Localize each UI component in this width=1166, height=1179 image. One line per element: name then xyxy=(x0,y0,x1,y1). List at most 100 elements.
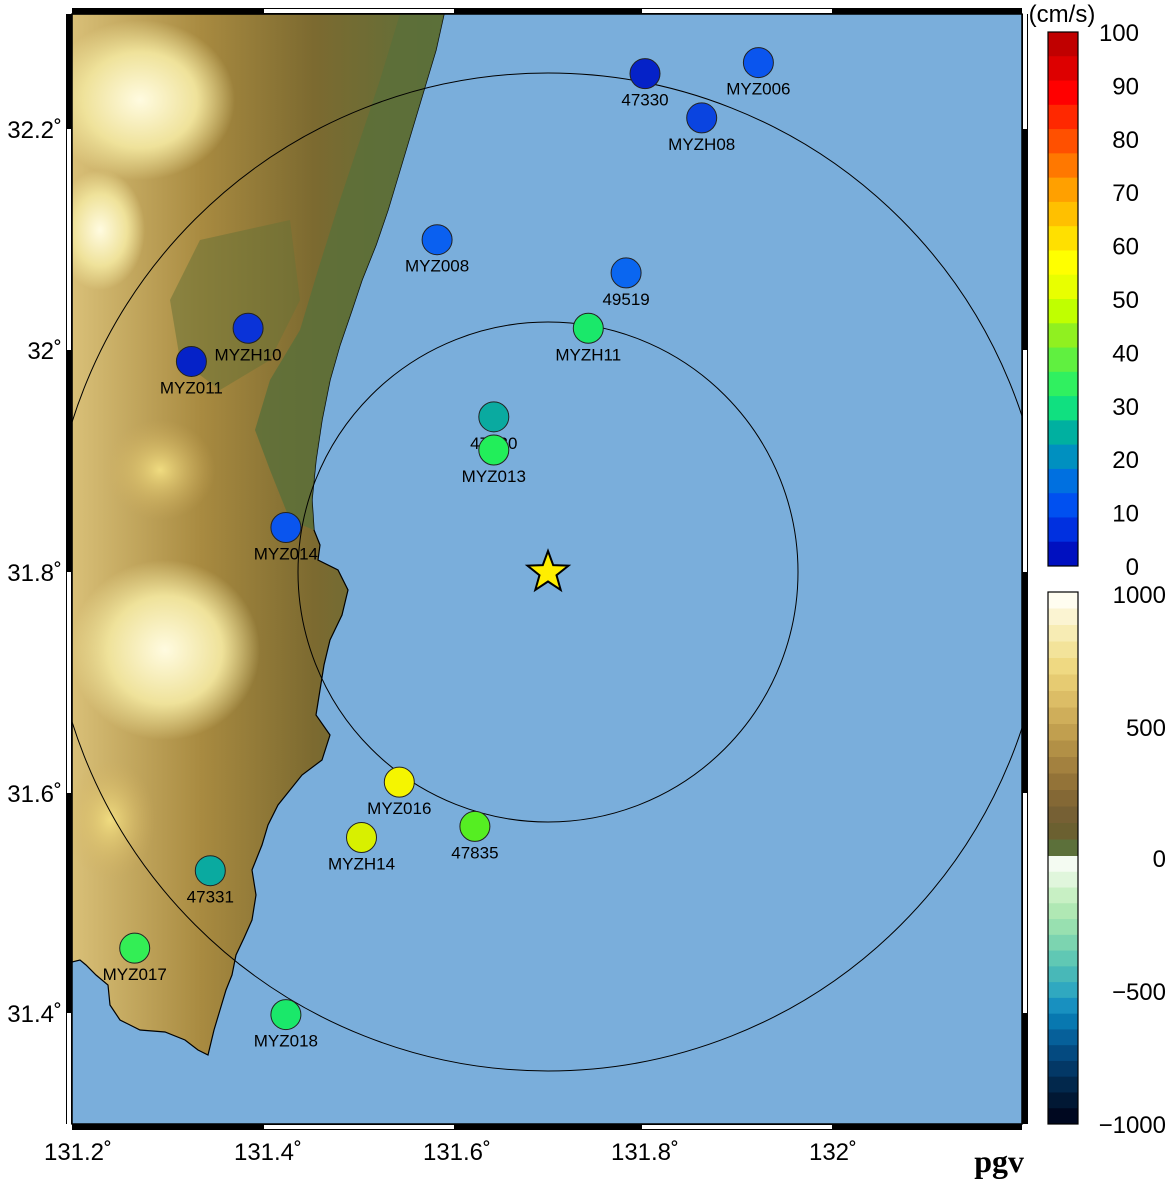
pgv-colorbar-segment xyxy=(1048,274,1078,300)
station-label: MYZ011 xyxy=(160,378,223,397)
pgv-scale-label: 70 xyxy=(1112,180,1139,207)
pgv-colorbar-segment xyxy=(1048,493,1078,518)
station-label: MYZH10 xyxy=(215,345,282,364)
bathymetry-colorbar-segment xyxy=(1048,1013,1078,1030)
pgv-colorbar-segment xyxy=(1048,420,1078,446)
pgv-colorbar-segment xyxy=(1048,153,1078,179)
pgv-scale-label: 30 xyxy=(1112,394,1139,421)
highland-southwest xyxy=(72,760,155,880)
lon-tick-label: 131.2˚ xyxy=(44,1139,112,1166)
elevation-colorbar-segment xyxy=(1048,625,1078,642)
station-marker xyxy=(478,401,510,433)
station-marker xyxy=(119,932,151,964)
station-marker xyxy=(421,224,453,256)
pgv-colorbar-segment xyxy=(1048,468,1078,494)
pgv-colorbar-segment xyxy=(1048,517,1078,543)
elevation-colorbar-segment xyxy=(1048,707,1078,725)
station-label: MYZ016 xyxy=(367,799,431,818)
star-icon xyxy=(524,548,572,593)
station-label: MYZ018 xyxy=(254,1032,318,1051)
bathymetry-colorbar-segment xyxy=(1048,950,1078,967)
elevation-colorbar-segment xyxy=(1048,674,1078,692)
elevation-colorbar-segment xyxy=(1048,757,1078,774)
pgv-colorbar-segment xyxy=(1048,226,1078,251)
lon-tick-label: 131.4˚ xyxy=(234,1139,302,1166)
station-marker xyxy=(175,345,207,377)
pgv-scale-label: 0 xyxy=(1126,554,1139,581)
pgv-colorbar-segment xyxy=(1048,299,1078,324)
station-marker xyxy=(346,821,377,853)
station-label: MYZ006 xyxy=(726,80,790,99)
elevation-colorbar-segment xyxy=(1048,823,1078,840)
elevation-colorbar-segment xyxy=(1048,592,1078,609)
quantity-label: pgv xyxy=(974,1143,1024,1179)
station-label: MYZ013 xyxy=(462,467,526,486)
station-marker xyxy=(572,312,604,344)
frame-border-right xyxy=(1022,14,1028,1124)
station-label: MYZ008 xyxy=(405,257,469,276)
elev-label: 500 xyxy=(1126,715,1166,742)
bathymetry-colorbar-segment xyxy=(1048,1076,1078,1093)
pgv-scale-label: 40 xyxy=(1112,340,1139,367)
pgv-colorbar-segment xyxy=(1048,444,1078,470)
pgv-colorbar-segment xyxy=(1048,250,1078,276)
distance-circle-inner xyxy=(297,321,799,823)
bathymetry-colorbar-segment xyxy=(1048,1045,1078,1062)
pgv-scale-label: 90 xyxy=(1112,73,1139,100)
elevation-colorbar-segment xyxy=(1048,641,1078,659)
distance-circle-outer xyxy=(72,72,1022,1072)
pgv-colorbar-segment xyxy=(1048,396,1078,421)
bathymetry-colorbar-segment xyxy=(1048,982,1078,999)
coastal-plain xyxy=(255,14,444,530)
longitude-axis: 131.2˚ 131.4˚ 131.6˚ 131.8˚ 132˚ xyxy=(44,1139,857,1166)
station-marker xyxy=(610,257,642,289)
lon-tick-label: 131.6˚ xyxy=(423,1139,491,1166)
pgv-colorbar-segment xyxy=(1048,129,1078,154)
elevation-colorbar-segment xyxy=(1048,608,1078,626)
bathymetry-colorbar-segment xyxy=(1048,1029,1078,1046)
elevation-colorbar-segment xyxy=(1048,773,1078,791)
pgv-colorbar-segment xyxy=(1048,323,1078,349)
stations-layer: 47330 MYZ006 MYZH08 MYZ008 49519 MYZH11 MYZH10… xyxy=(103,47,791,1051)
station-label: MYZ014 xyxy=(254,545,318,564)
pgv-unit-label: (cm/s) xyxy=(1029,1,1096,28)
lon-tick-label: 132˚ xyxy=(809,1139,857,1166)
lat-tick-label: 31.8˚ xyxy=(7,560,62,587)
highland-west xyxy=(72,170,145,290)
station-marker xyxy=(194,855,226,887)
bathymetry-colorbar-segment xyxy=(1048,903,1078,920)
station-marker xyxy=(742,47,774,79)
lat-tick-label: 31.6˚ xyxy=(7,781,62,808)
lon-tick-label: 131.8˚ xyxy=(611,1139,679,1166)
elev-label: 1000 xyxy=(1113,582,1166,609)
bathymetry-colorbar-segment xyxy=(1048,919,1078,936)
lowland-interior xyxy=(170,220,300,390)
bathymetry-colorbar-segment xyxy=(1048,1092,1078,1109)
pgv-scale-label: 60 xyxy=(1112,234,1139,261)
station-label: MYZ017 xyxy=(103,965,167,984)
elevation-colorbar-segment xyxy=(1048,691,1078,708)
pgv-colorbar-segment xyxy=(1048,201,1078,227)
elevation-colorbar-segment xyxy=(1048,806,1078,824)
highland-north xyxy=(72,20,235,180)
bathymetry-colorbar-segment xyxy=(1048,856,1078,873)
station-label: 47331 xyxy=(187,888,234,907)
station-label: MYZH11 xyxy=(555,345,621,364)
pgv-scale-label: 10 xyxy=(1112,501,1139,528)
highland-center xyxy=(105,420,215,520)
lat-tick-label: 32˚ xyxy=(27,338,62,365)
bathymetry-colorbar-segment xyxy=(1048,1108,1078,1125)
pgv-colorbar-segment xyxy=(1048,104,1078,130)
lat-tick-label: 31.4˚ xyxy=(7,1001,62,1028)
pgv-scale-label: 80 xyxy=(1112,127,1139,154)
station-label: MYZH08 xyxy=(668,135,735,154)
pgv-colorbar-segment xyxy=(1048,347,1078,373)
bathymetry-colorbar-segment xyxy=(1048,966,1078,983)
station-marker xyxy=(629,58,661,90)
lat-tick-label: 32.2˚ xyxy=(7,117,62,144)
pgv-scale-label: 20 xyxy=(1112,447,1139,474)
latitude-axis: 32.2˚ 32˚ 31.8˚ 31.6˚ 31.4˚ xyxy=(7,117,62,1028)
pgv-colorbar-segment xyxy=(1048,32,1078,57)
station-marker xyxy=(270,512,302,544)
frame-border-bottom xyxy=(72,1124,1022,1130)
